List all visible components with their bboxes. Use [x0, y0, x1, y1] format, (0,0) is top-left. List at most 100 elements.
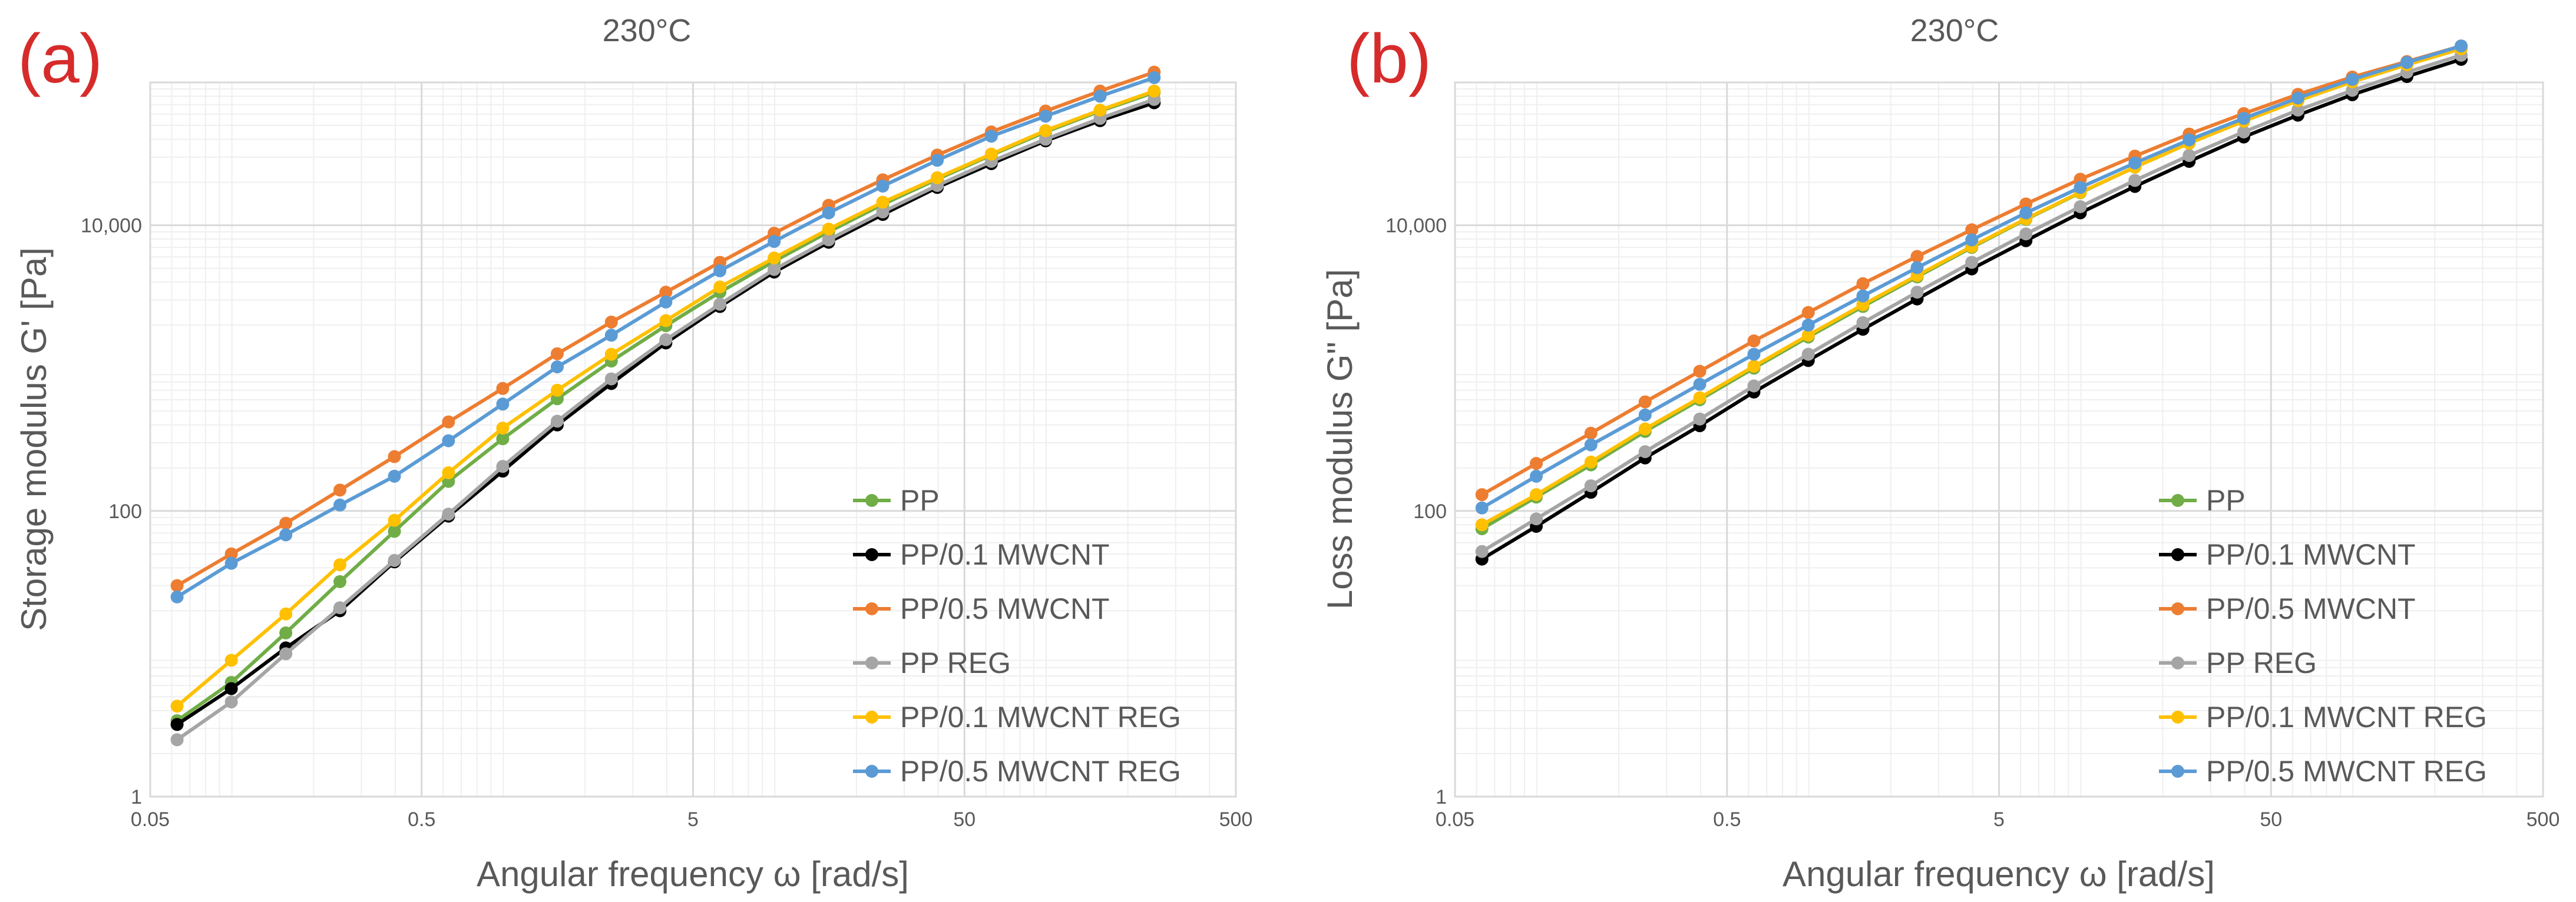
legend-label: PP	[2206, 484, 2246, 517]
data-point	[1693, 412, 1707, 426]
panel-label: (a)	[18, 20, 102, 98]
legend-entry: PP	[2159, 484, 2246, 517]
data-point	[1039, 124, 1052, 137]
data-point	[2128, 174, 2142, 187]
data-point	[1529, 457, 1543, 470]
plot-area	[1454, 81, 2544, 798]
y-tick-label: 1	[1436, 786, 1447, 808]
legend-entry: PP/0.1 MWCNT	[853, 538, 1110, 571]
data-point	[279, 607, 293, 621]
data-point	[442, 508, 455, 521]
data-point	[2237, 112, 2250, 125]
data-point	[604, 347, 618, 361]
series	[1475, 52, 2468, 566]
data-point	[768, 263, 781, 276]
legend-entry: PP	[853, 484, 940, 517]
data-point	[1910, 261, 1924, 274]
legend-swatch-marker	[865, 765, 878, 778]
x-tick-label: 0.05	[131, 808, 170, 831]
data-point	[1910, 250, 1924, 263]
data-point	[442, 415, 455, 429]
x-tick-label: 500	[2527, 808, 2560, 831]
data-point	[876, 205, 889, 218]
data-point	[2183, 133, 2196, 147]
data-point	[713, 264, 727, 277]
series	[170, 71, 1161, 603]
data-point	[279, 626, 293, 639]
data-point	[1148, 84, 1161, 98]
legend-entry: PP/0.5 MWCNT REG	[853, 755, 1181, 788]
data-point	[1039, 110, 1052, 123]
data-point	[1693, 377, 1707, 391]
data-point	[170, 733, 184, 747]
data-point	[659, 286, 673, 299]
legend: PP PP/0.1 MWCNT PP/0.5 MWCNT PP REG PP/0.1 M…	[853, 484, 1181, 788]
data-point	[984, 130, 998, 143]
data-point	[1148, 71, 1161, 84]
data-point	[1856, 316, 1870, 330]
data-point	[279, 528, 293, 542]
series-line	[176, 101, 1155, 727]
data-point	[333, 575, 347, 588]
data-point	[1638, 395, 1652, 409]
series-layer	[1475, 39, 2468, 566]
legend-label: PP/0.1 MWCNT	[900, 538, 1110, 571]
y-tick-label: 10,000	[81, 215, 142, 237]
x-tick-label: 0.05	[1436, 808, 1474, 831]
data-point	[822, 233, 835, 247]
data-point	[2074, 181, 2087, 194]
data-point	[1801, 329, 1815, 342]
data-point	[931, 171, 944, 184]
data-point	[550, 383, 564, 397]
data-point	[2183, 149, 2196, 163]
data-point	[1856, 277, 1870, 290]
data-point	[2400, 56, 2413, 69]
panel-b: (b) 230°C 0.05 0.5 5 50 500 1 100 10,000 Angula…	[1320, 13, 2560, 894]
x-tick-label: 5	[687, 808, 699, 831]
data-point	[1475, 501, 1489, 515]
data-point	[984, 147, 998, 161]
data-point	[496, 397, 510, 411]
legend-entry: PP/0.1 MWCNT	[2159, 538, 2416, 571]
legend-label: PP/0.5 MWCNT REG	[2206, 755, 2487, 788]
y-axis-title: Storage modulus G' [Pa]	[14, 247, 54, 631]
x-tick-label: 0.5	[1713, 808, 1741, 831]
x-tick-label: 0.5	[408, 808, 435, 831]
series-layer	[170, 65, 1161, 747]
data-point	[768, 251, 781, 265]
data-point	[2019, 206, 2033, 220]
y-tick-label: 100	[108, 500, 142, 523]
data-point	[604, 329, 618, 342]
series	[1475, 42, 2468, 532]
data-point	[822, 223, 835, 236]
legend-swatch-marker	[2171, 765, 2184, 778]
data-point	[388, 450, 401, 463]
legend-swatch-marker	[2171, 711, 2184, 724]
data-point	[2291, 91, 2304, 105]
x-tick-label: 50	[2260, 808, 2282, 831]
series-line	[1481, 46, 2462, 530]
plot-area	[149, 81, 1237, 798]
data-point	[2291, 104, 2304, 117]
legend-entry: PP/0.1 MWCNT REG	[2159, 701, 2487, 734]
data-point	[550, 347, 564, 360]
data-point	[768, 235, 781, 248]
chart-title: 230°C	[603, 13, 692, 48]
data-point	[2019, 197, 2033, 211]
data-point	[224, 556, 238, 570]
data-point	[659, 296, 673, 309]
legend-entry: PP/0.5 MWCNT	[853, 592, 1110, 625]
series-line	[176, 91, 1155, 722]
data-point	[2019, 227, 2033, 241]
data-point	[1801, 319, 1815, 332]
legend-label: PP/0.1 MWCNT	[2206, 538, 2416, 571]
data-point	[1638, 422, 1652, 436]
data-point	[2128, 156, 2142, 170]
data-point	[822, 206, 835, 220]
data-point	[333, 498, 347, 512]
series-line	[1481, 58, 2462, 561]
data-point	[1584, 479, 1598, 493]
data-point	[2237, 125, 2250, 139]
data-point	[496, 422, 510, 435]
legend-label: PP/0.1 MWCNT REG	[2206, 701, 2487, 734]
